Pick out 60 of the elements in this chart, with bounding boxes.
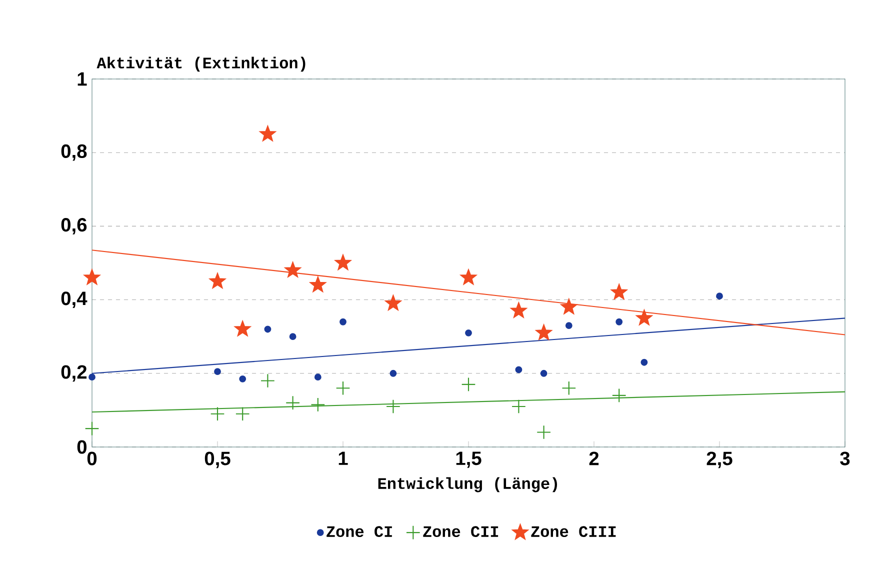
- x-tick-label: 2: [589, 452, 599, 466]
- point: [536, 425, 551, 440]
- point: [260, 126, 276, 142]
- point: [286, 396, 300, 410]
- y-tick-label: 0,6: [61, 218, 87, 234]
- point: [289, 333, 296, 340]
- point: [234, 320, 251, 336]
- point: [340, 318, 346, 326]
- y-tick-label: 0: [77, 440, 87, 454]
- y-tick-label: 0,2: [61, 365, 87, 382]
- point: [239, 375, 246, 382]
- point: [610, 284, 628, 300]
- point: [612, 388, 626, 403]
- x-tick-label: 0: [87, 452, 97, 466]
- x-tick-label: 1,5: [456, 452, 482, 468]
- point: [284, 262, 301, 278]
- point: [84, 269, 100, 285]
- point: [260, 374, 275, 388]
- point: [334, 254, 352, 270]
- point: [510, 302, 527, 318]
- point: [310, 397, 326, 412]
- point: [310, 276, 326, 292]
- point: [314, 374, 322, 381]
- point: [386, 399, 400, 414]
- point: [562, 380, 576, 396]
- point: [235, 406, 250, 422]
- point: [560, 298, 578, 314]
- legend-label: Zone CIII: [531, 526, 616, 538]
- point: [616, 318, 623, 326]
- point: [565, 322, 572, 330]
- x-tick-label: 2,5: [706, 452, 732, 468]
- point: [264, 326, 272, 333]
- point: [385, 294, 402, 310]
- point: [460, 269, 477, 285]
- point: [465, 329, 472, 336]
- x-axis-title: Entwicklung (Länge): [378, 477, 557, 492]
- point: [214, 368, 221, 376]
- point: [88, 374, 96, 381]
- point: [716, 292, 723, 300]
- point: [390, 370, 397, 377]
- point: [640, 358, 648, 366]
- legend-label: Zone CII: [423, 526, 498, 538]
- legend-label: Zone CI: [326, 526, 392, 538]
- point: [209, 272, 226, 288]
- y-axis-title: Aktivität (Extinktion): [96, 56, 306, 72]
- y-tick-label: 1: [78, 72, 87, 86]
- point: [540, 370, 548, 377]
- point: [461, 377, 476, 392]
- point: [636, 310, 652, 326]
- point: [515, 366, 522, 374]
- y-tick-label: 0,4: [61, 292, 88, 308]
- point: [84, 421, 100, 436]
- y-tick-label: 0,8: [61, 144, 87, 161]
- x-tick-label: 3: [840, 452, 850, 466]
- point: [512, 399, 526, 414]
- x-tick-label: 0,5: [204, 452, 230, 468]
- x-tick-label: 1: [338, 452, 348, 465]
- point: [536, 324, 552, 340]
- point: [336, 380, 350, 396]
- point: [210, 406, 225, 422]
